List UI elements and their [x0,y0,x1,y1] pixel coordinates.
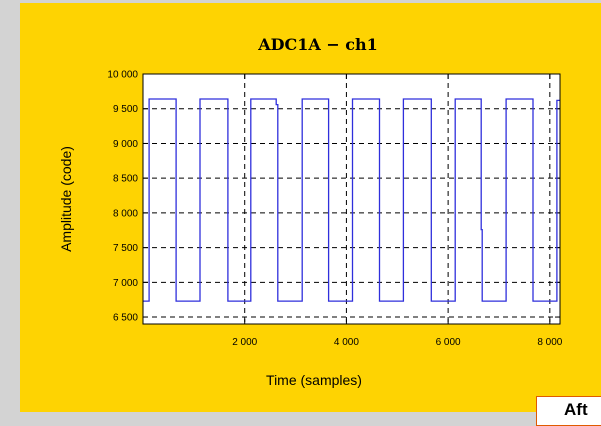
y-tick-label: 7 500 [113,243,138,254]
plot-frame [142,73,561,325]
y-tick-label: 9 000 [113,139,138,150]
series-line [143,98,560,302]
chart: ADC1A − ch1 2 000 4 000 6 000 8 000 6 500 7 0… [58,35,563,388]
y-tick-label: 8 500 [113,174,138,185]
y-tick-label: 7 000 [113,278,138,289]
x-tick-label: 2 000 [232,337,257,348]
y-tick-label: 10 000 [107,70,138,81]
y-tick-label: 6 500 [113,313,138,324]
x-tick-label: 6 000 [436,337,461,348]
x-tick-label: 4 000 [334,337,359,348]
y-tick-label: 8 000 [113,208,138,219]
callout-text: Aft [564,400,588,419]
chart-title: ADC1A − ch1 [257,35,378,54]
x-tick-label: 8 000 [537,337,562,348]
grid-lines [143,74,560,324]
y-axis-label: Amplitude (code) [58,146,74,252]
callout-box: Aft [536,396,601,426]
tick-labels: 2 000 4 000 6 000 8 000 6 500 7 000 7 500 8 000… [107,70,562,349]
plot-area [143,74,560,324]
y-tick-label: 9 500 [113,104,138,115]
x-axis-label: Time (samples) [266,372,362,388]
